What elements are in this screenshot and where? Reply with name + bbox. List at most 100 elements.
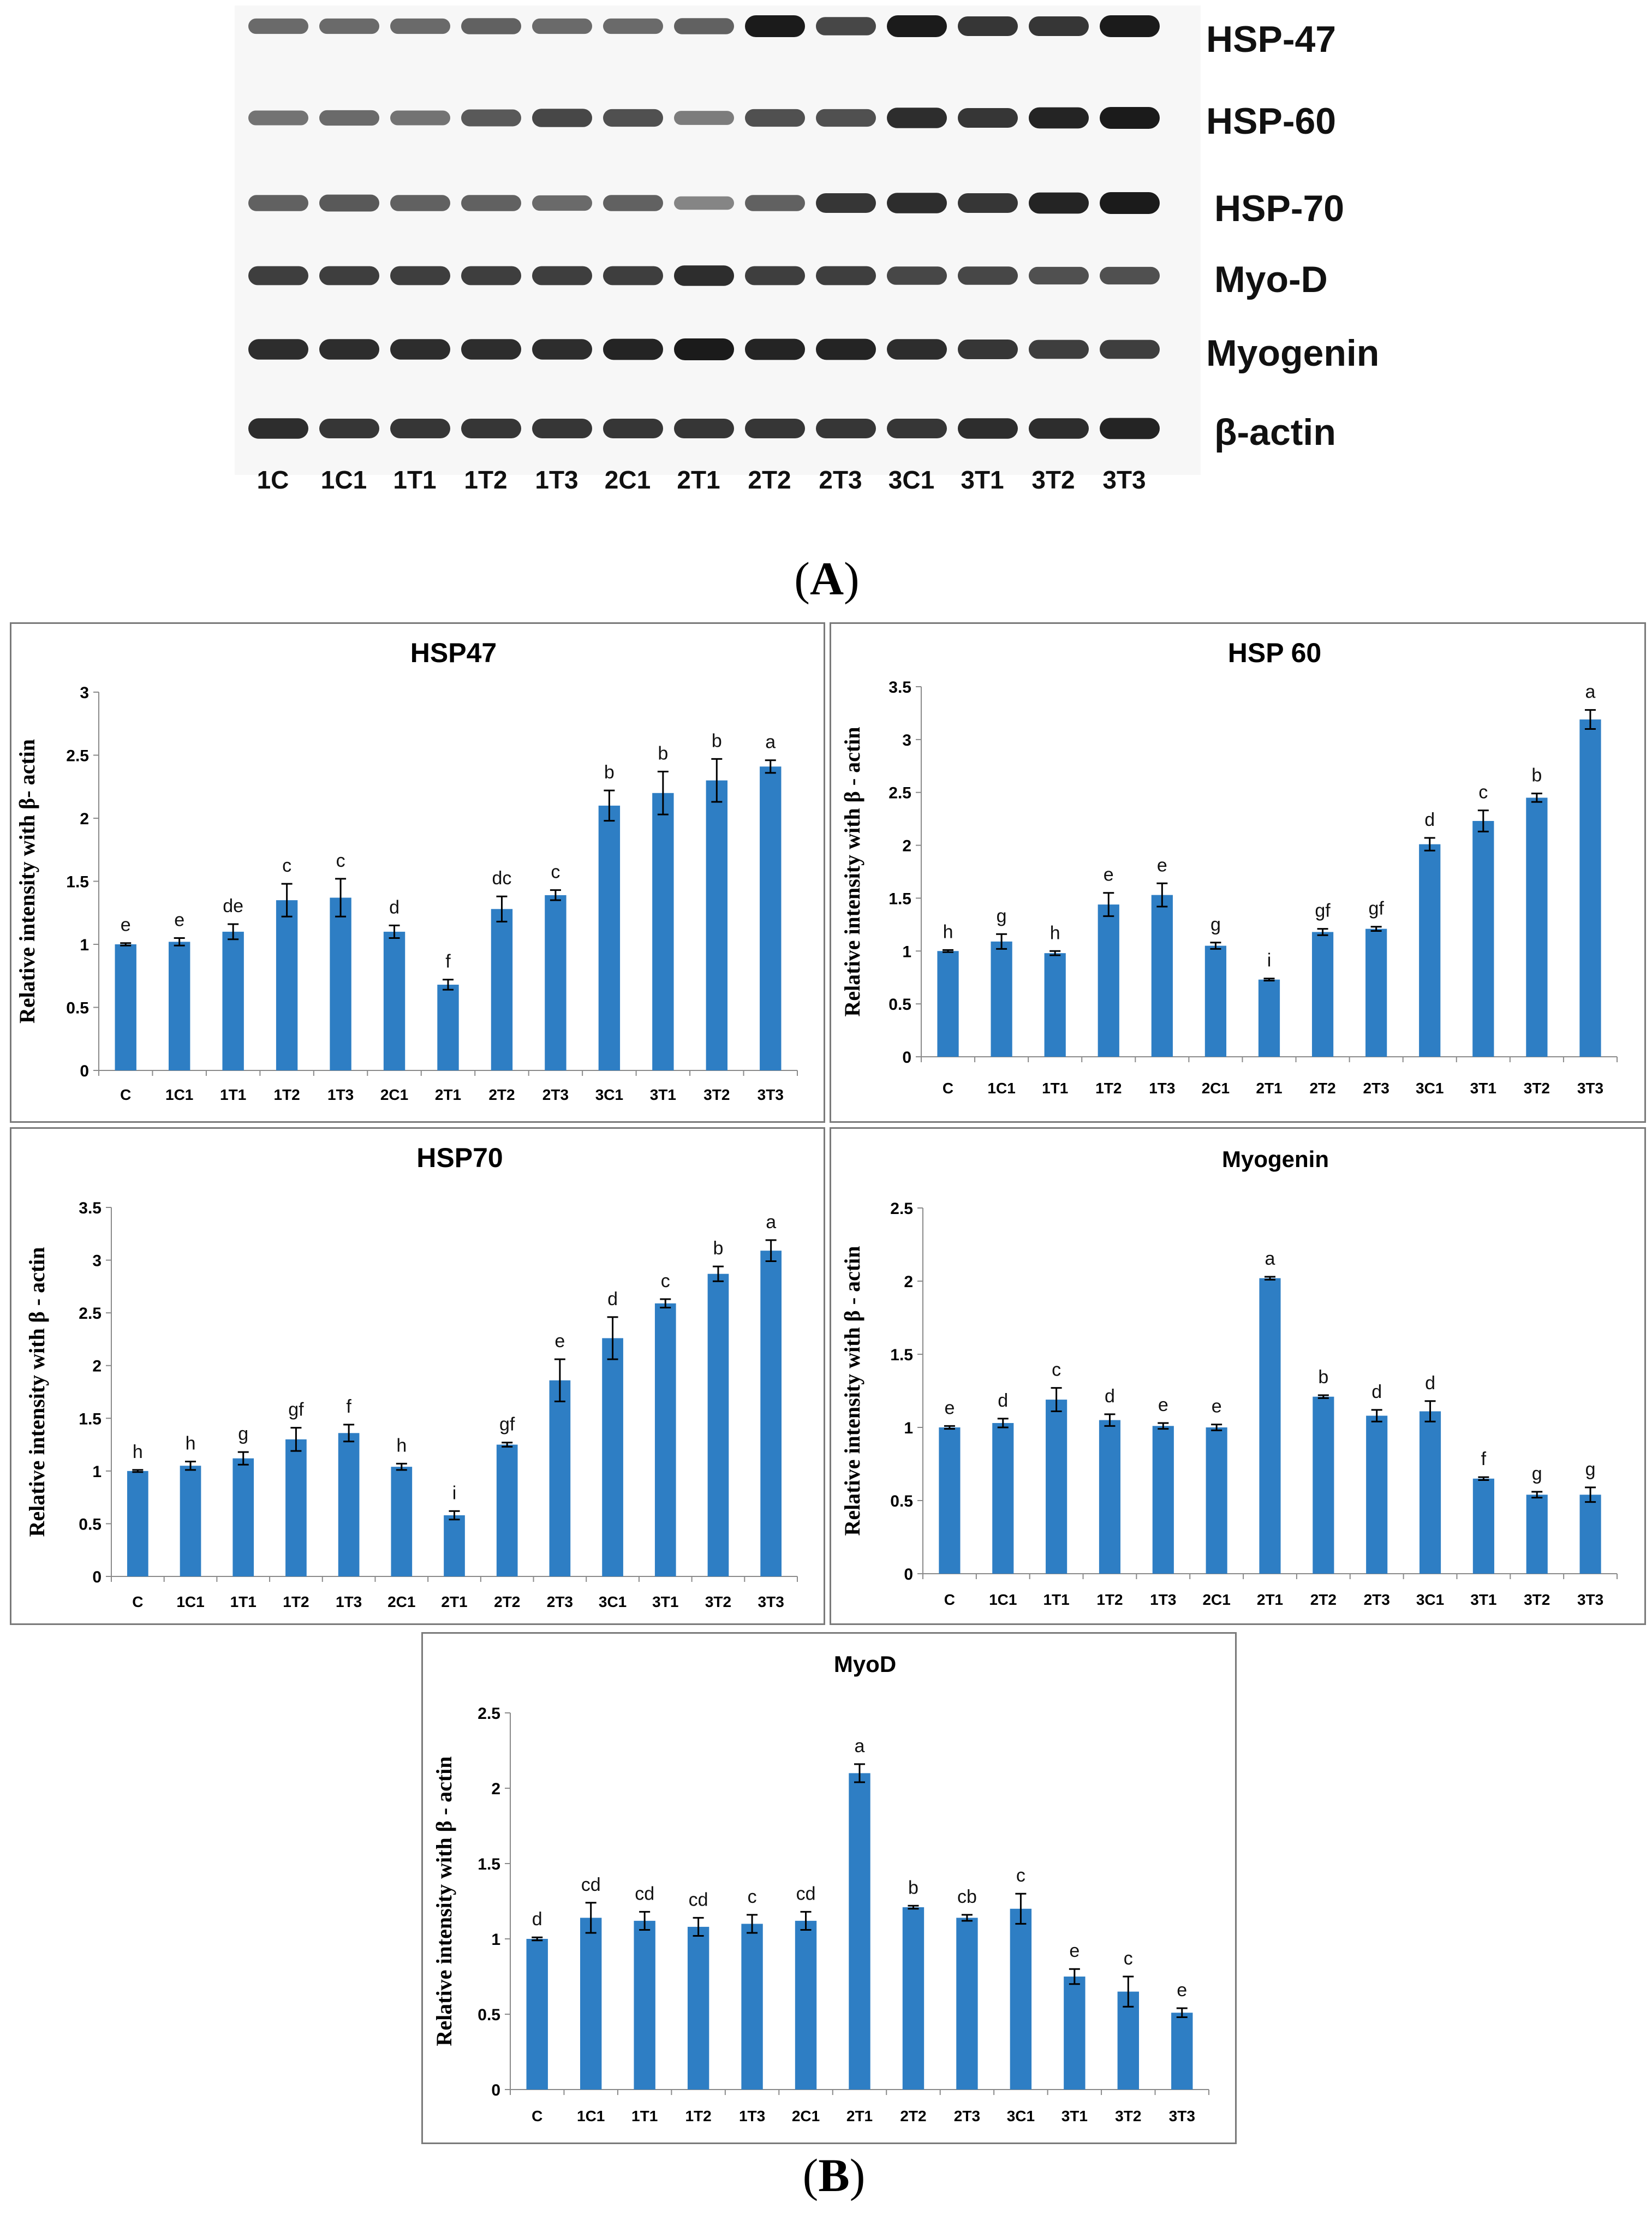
bar-hsp70-2t1 bbox=[444, 1515, 465, 1576]
band-hsp-60-3t3 bbox=[1100, 107, 1160, 129]
band-actin-3c1 bbox=[887, 418, 947, 439]
lane-label-1c: 1C bbox=[257, 466, 289, 494]
category-label-hsp47-1t3: 1T3 bbox=[327, 1086, 354, 1103]
bar-myod-3t3 bbox=[1171, 2013, 1193, 2090]
band-actin-3t1 bbox=[958, 418, 1018, 439]
bar-hsp47-3t1 bbox=[652, 793, 674, 1070]
significance-letter-hsp47-c: e bbox=[121, 915, 131, 936]
chart-hsp70-svg: HSP70 Relative intensity with β - actin 0 0… bbox=[25, 1142, 798, 1610]
band-actin-1t3 bbox=[532, 418, 592, 439]
category-label-hsp70-3t1: 3T1 bbox=[652, 1593, 678, 1610]
band-actin-2c1 bbox=[603, 418, 663, 439]
band-hsp-47-2c1 bbox=[603, 18, 663, 34]
category-label-myogenin-3t1: 3T1 bbox=[1470, 1591, 1496, 1608]
category-label-hsp-60-3t3: 3T3 bbox=[1577, 1080, 1603, 1097]
band-myo-d-2c1 bbox=[603, 266, 663, 285]
band-hsp-70-1c bbox=[248, 195, 308, 211]
y-tick-label-hsp47: 0.5 bbox=[66, 999, 89, 1017]
bar-myod-2t3 bbox=[956, 1918, 978, 2090]
band-hsp-60-2c1 bbox=[603, 109, 663, 127]
y-axis-label-hsp47: Relative intensity with β- actin bbox=[15, 739, 39, 1023]
y-tick-label-hsp-60: 2.5 bbox=[888, 784, 911, 802]
significance-letter-myogenin-2t3: d bbox=[1371, 1382, 1382, 1402]
bar-myogenin-3t1 bbox=[1472, 1478, 1494, 1574]
significance-letter-hsp70-2t3: e bbox=[554, 1331, 565, 1352]
band-myo-d-1t2 bbox=[461, 266, 521, 285]
category-label-myogenin-2t2: 2T2 bbox=[1310, 1591, 1337, 1608]
category-label-hsp47-c: C bbox=[120, 1086, 131, 1103]
y-tick-label-myod: 2 bbox=[491, 1780, 500, 1798]
bar-myogenin-2c1 bbox=[1206, 1427, 1227, 1574]
significance-letter-myod-c: d bbox=[532, 1909, 542, 1930]
band-hsp-47-1t1 bbox=[390, 18, 450, 34]
protein-label-hsp-60: HSP-60 bbox=[1206, 100, 1336, 142]
category-label-myogenin-2t3: 2T3 bbox=[1364, 1591, 1390, 1608]
category-label-myogenin-3c1: 3C1 bbox=[1416, 1591, 1444, 1608]
band-myogenin-1t2 bbox=[461, 339, 521, 360]
significance-letter-hsp-60-2t3: gf bbox=[1368, 898, 1384, 919]
y-tick-label-myod: 0 bbox=[491, 2081, 500, 2099]
band-myo-d-3t3 bbox=[1100, 266, 1160, 285]
category-label-myod-3t1: 3T1 bbox=[1061, 2108, 1088, 2124]
category-label-hsp47-2t3: 2T3 bbox=[542, 1086, 569, 1103]
bar-myod-2t2 bbox=[902, 1907, 925, 2090]
significance-letter-hsp70-3c1: d bbox=[607, 1289, 618, 1310]
category-label-hsp70-2t1: 2T1 bbox=[441, 1593, 467, 1610]
band-actin-3t2 bbox=[1029, 418, 1089, 439]
band-myogenin-3c1 bbox=[887, 339, 947, 360]
category-label-hsp-60-1t2: 1T2 bbox=[1095, 1080, 1122, 1097]
y-tick-label-myogenin: 1 bbox=[904, 1419, 913, 1437]
y-tick-label-hsp70: 2 bbox=[92, 1358, 102, 1376]
band-myogenin-1t1 bbox=[390, 339, 450, 360]
y-tick-label-hsp-60: 1.5 bbox=[888, 890, 911, 908]
bar-hsp-60-1c1 bbox=[991, 941, 1012, 1057]
bar-hsp-60-2t1 bbox=[1258, 979, 1280, 1057]
bar-myogenin-2t3 bbox=[1366, 1415, 1388, 1574]
significance-letter-myogenin-1t2: d bbox=[1105, 1386, 1115, 1407]
category-label-myod-1t3: 1T3 bbox=[739, 2108, 765, 2124]
significance-letter-myogenin-3t2: g bbox=[1532, 1463, 1542, 1484]
significance-letter-myod-2t2: b bbox=[908, 1877, 919, 1898]
panel-label-a-text: A bbox=[809, 552, 844, 605]
significance-letter-myod-1t1: cd bbox=[635, 1883, 654, 1904]
band-hsp-47-2t2 bbox=[745, 15, 805, 37]
significance-letter-myod-1t2: cd bbox=[689, 1889, 708, 1910]
band-myo-d-1c bbox=[248, 266, 308, 285]
significance-letter-hsp70-1c1: h bbox=[186, 1433, 196, 1454]
y-tick-label-myogenin: 0.5 bbox=[890, 1492, 913, 1510]
significance-letter-myod-1t3: c bbox=[748, 1886, 757, 1907]
category-label-hsp70-1t3: 1T3 bbox=[336, 1593, 362, 1610]
y-tick-label-hsp-60: 3 bbox=[902, 731, 911, 749]
significance-letter-myod-3t2: c bbox=[1124, 1948, 1133, 1969]
band-hsp-47-1c bbox=[248, 18, 308, 34]
band-hsp-47-3c1 bbox=[887, 15, 947, 37]
bar-myod-3c1 bbox=[1010, 1908, 1032, 2090]
category-label-myod-2t3: 2T3 bbox=[954, 2108, 980, 2124]
significance-letter-myogenin-1t3: e bbox=[1158, 1395, 1168, 1415]
category-label-myogenin-1c1: 1C1 bbox=[989, 1591, 1017, 1608]
significance-letter-myod-2t1: a bbox=[855, 1736, 865, 1757]
y-tick-label-hsp47: 1.5 bbox=[66, 873, 89, 891]
y-tick-label-hsp70: 1 bbox=[92, 1463, 102, 1481]
band-hsp-70-1t1 bbox=[390, 195, 450, 211]
band-hsp-47-1t3 bbox=[532, 18, 592, 34]
bar-myod-2t1 bbox=[849, 1773, 870, 2090]
bar-myogenin-2t1 bbox=[1259, 1278, 1281, 1574]
category-label-hsp70-1t2: 1T2 bbox=[283, 1593, 309, 1610]
y-axis-label-myogenin: Relative intensity with β - actin bbox=[840, 1246, 864, 1535]
category-label-hsp70-1c1: 1C1 bbox=[176, 1593, 204, 1610]
significance-letter-myogenin-c: e bbox=[944, 1397, 955, 1418]
band-myogenin-2t1 bbox=[674, 338, 734, 360]
band-hsp-70-3c1 bbox=[887, 193, 947, 213]
band-myo-d-1t3 bbox=[532, 266, 592, 285]
band-hsp-70-3t2 bbox=[1029, 192, 1089, 214]
category-label-hsp47-3t1: 3T1 bbox=[650, 1086, 676, 1103]
category-label-myogenin-3t2: 3T2 bbox=[1524, 1591, 1550, 1608]
bar-hsp-60-2t2 bbox=[1311, 932, 1334, 1057]
band-actin-2t3 bbox=[816, 418, 876, 439]
significance-letter-hsp-60-3t3: a bbox=[1585, 682, 1596, 703]
lane-label-2c1: 2C1 bbox=[605, 466, 651, 494]
category-label-hsp70-c: C bbox=[132, 1593, 143, 1610]
significance-letter-hsp47-1t3: c bbox=[336, 850, 345, 871]
chart-title-myod: MyoD bbox=[834, 1651, 896, 1677]
